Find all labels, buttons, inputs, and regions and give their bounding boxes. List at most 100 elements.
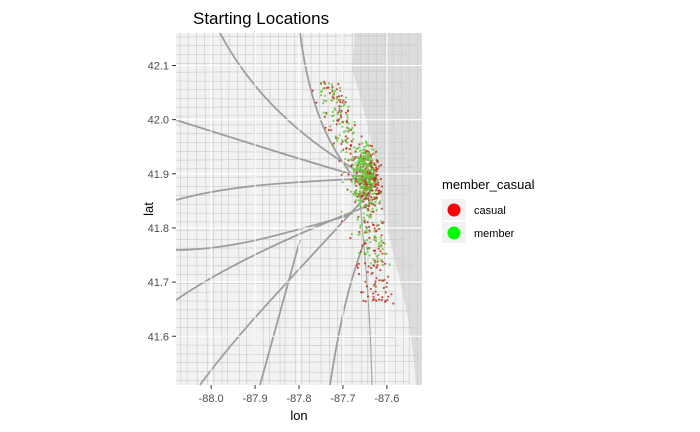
- point-casual: [380, 279, 383, 282]
- point-casual: [347, 173, 350, 176]
- point-casual: [374, 280, 377, 283]
- point-member: [355, 193, 358, 196]
- highway: [329, 239, 366, 386]
- point-casual: [379, 250, 382, 253]
- point-member: [365, 196, 368, 199]
- point-member: [361, 172, 364, 175]
- x-tick-label: -87.9: [243, 393, 268, 405]
- point-casual: [373, 227, 376, 230]
- point-member: [362, 155, 365, 159]
- legend-dot-casual: [447, 203, 461, 217]
- point-casual: [358, 183, 361, 186]
- point-casual: [359, 250, 363, 253]
- point-casual: [340, 94, 343, 97]
- point-member: [325, 100, 328, 103]
- point-member: [357, 199, 360, 202]
- point-member: [364, 194, 367, 197]
- point-member: [372, 181, 375, 184]
- point-member: [366, 164, 370, 167]
- point-member: [366, 158, 369, 161]
- point-member: [362, 182, 365, 185]
- point-casual: [380, 234, 383, 237]
- point-member: [371, 174, 374, 177]
- point-member: [372, 148, 375, 151]
- x-axis-title: lon: [290, 408, 307, 423]
- point-member: [369, 198, 372, 201]
- point-member: [332, 114, 335, 117]
- point-member: [368, 186, 371, 189]
- point-member: [352, 131, 355, 134]
- point-member: [377, 224, 380, 227]
- x-tick-label: -87.7: [330, 393, 355, 405]
- point-member: [346, 118, 349, 122]
- point-member: [332, 92, 336, 95]
- point-casual: [376, 167, 379, 170]
- point-member: [331, 110, 334, 113]
- point-casual: [374, 290, 377, 293]
- point-casual: [382, 221, 385, 224]
- point-member: [350, 180, 353, 183]
- point-member: [380, 220, 383, 223]
- point-member: [322, 99, 325, 102]
- point-casual: [325, 86, 328, 89]
- point-casual: [375, 166, 378, 169]
- point-member: [371, 221, 374, 224]
- point-casual: [368, 236, 371, 239]
- point-member: [355, 164, 359, 167]
- point-casual: [369, 287, 372, 291]
- point-member: [372, 203, 375, 206]
- x-tick-label: -87.6: [374, 393, 399, 405]
- point-member: [329, 125, 332, 128]
- street: [175, 221, 398, 223]
- point-member: [359, 187, 362, 190]
- point-casual: [360, 135, 363, 138]
- point-member: [366, 227, 369, 230]
- point-member: [354, 195, 357, 198]
- point-member: [353, 121, 356, 124]
- street: [175, 379, 410, 382]
- point-member: [336, 96, 339, 99]
- point-member: [358, 160, 361, 163]
- point-member: [319, 81, 323, 84]
- point-member: [379, 236, 382, 239]
- point-casual: [375, 183, 378, 186]
- point-member: [352, 175, 355, 178]
- point-member: [367, 170, 371, 173]
- legend-dot-member: [447, 226, 461, 240]
- y-tick-label: 41.8: [148, 223, 169, 235]
- point-member: [350, 212, 353, 215]
- point-member: [347, 122, 350, 125]
- point-member: [359, 224, 362, 227]
- point-casual: [370, 202, 373, 206]
- point-member: [368, 254, 371, 257]
- point-member: [372, 196, 375, 199]
- point-member: [340, 210, 343, 213]
- point-member: [379, 259, 383, 262]
- point-member: [374, 252, 377, 255]
- point-member: [376, 255, 379, 258]
- point-casual: [347, 130, 350, 133]
- point-member: [379, 241, 382, 244]
- point-member: [369, 201, 372, 204]
- point-casual: [385, 285, 388, 288]
- point-member: [366, 177, 369, 180]
- point-member: [319, 90, 323, 93]
- point-casual: [387, 295, 390, 298]
- point-casual: [338, 109, 341, 112]
- point-casual: [357, 272, 361, 276]
- point-member: [380, 244, 383, 247]
- point-member: [374, 236, 377, 239]
- street: [327, 32, 331, 386]
- point-member: [373, 238, 376, 241]
- point-member: [359, 169, 362, 172]
- point-casual: [369, 154, 372, 157]
- point-member: [366, 204, 369, 207]
- street: [175, 371, 404, 373]
- point-member: [364, 163, 367, 166]
- point-member: [368, 230, 371, 233]
- point-member: [373, 261, 377, 264]
- point-casual: [386, 298, 389, 301]
- point-casual: [378, 202, 381, 205]
- point-member: [356, 178, 359, 181]
- point-member: [335, 101, 338, 104]
